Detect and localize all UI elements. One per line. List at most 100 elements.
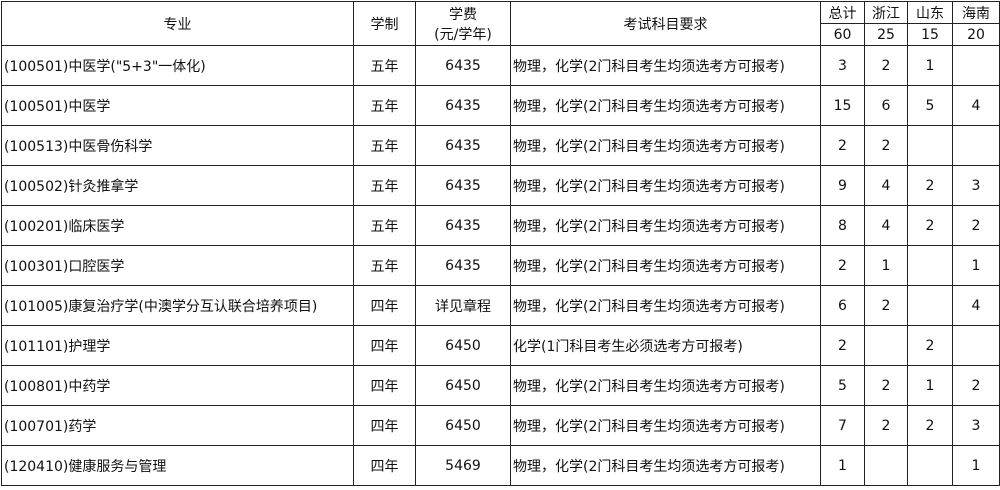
subjects-cell: 物理，化学(2门科目考生均须选考方可报考) <box>510 85 821 126</box>
fee-cell: 5469 <box>415 445 511 486</box>
shandong-cell <box>907 125 953 166</box>
table-row: (100513)中医骨伤科学 五年 6435 物理，化学(2门科目考生均须选考方可报考… <box>1 125 1000 166</box>
hainan-cell: 2 <box>952 205 1000 246</box>
zhejiang-cell: 4 <box>864 205 908 246</box>
duration-cell: 五年 <box>353 245 416 286</box>
table-row: (120410)健康服务与管理 四年 5469 物理，化学(2门科目考生均须选考方可报… <box>1 445 1000 486</box>
duration-cell: 五年 <box>353 205 416 246</box>
shandong-cell: 5 <box>907 85 953 126</box>
table-row: (100801)中药学 四年 6450 物理，化学(2门科目考生均须选考方可报考) 5 2… <box>1 365 1000 406</box>
subjects-cell: 化学(1门科目考生必须选考方可报考) <box>510 325 821 366</box>
major-cell: (100501)中医学 <box>1 85 354 126</box>
major-cell: (101005)康复治疗学(中澳学分互认联合培养项目) <box>1 285 354 326</box>
zhejiang-cell: 1 <box>864 245 908 286</box>
total-cell: 2 <box>820 245 865 286</box>
header-duration: 学制 <box>353 1 416 46</box>
table-row: (100301)口腔医学 五年 6435 物理，化学(2门科目考生均须选考方可报考) 2… <box>1 245 1000 286</box>
hainan-cell: 1 <box>952 445 1000 486</box>
total-cell: 7 <box>820 405 865 446</box>
shandong-cell: 2 <box>907 165 953 206</box>
hainan-cell <box>952 45 1000 86</box>
total-cell: 2 <box>820 125 865 166</box>
table-row: (100201)临床医学 五年 6435 物理，化学(2门科目考生均须选考方可报考) 8… <box>1 205 1000 246</box>
major-cell: (100501)中医学("5+3"一体化) <box>1 45 354 86</box>
fee-cell: 6435 <box>415 125 511 166</box>
table-row: (100701)药学 四年 6450 物理，化学(2门科目考生均须选考方可报考) 7 2 2… <box>1 405 1000 446</box>
total-cell: 1 <box>820 445 865 486</box>
hainan-cell: 4 <box>952 85 1000 126</box>
major-cell: (100513)中医骨伤科学 <box>1 125 354 166</box>
header-subjects: 考试科目要求 <box>510 1 821 46</box>
header-shandong: 山东 <box>907 1 953 24</box>
subjects-cell: 物理，化学(2门科目考生均须选考方可报考) <box>510 405 821 446</box>
hainan-quota: 20 <box>952 23 1000 46</box>
fee-cell: 6435 <box>415 205 511 246</box>
duration-cell: 五年 <box>353 125 416 166</box>
fee-cell: 6435 <box>415 245 511 286</box>
major-cell: (100301)口腔医学 <box>1 245 354 286</box>
fee-cell: 6435 <box>415 45 511 86</box>
shandong-cell <box>907 245 953 286</box>
zhejiang-cell: 2 <box>864 365 908 406</box>
total-cell: 6 <box>820 285 865 326</box>
total-quota: 60 <box>820 23 865 46</box>
major-cell: (100701)药学 <box>1 405 354 446</box>
subjects-cell: 物理，化学(2门科目考生均须选考方可报考) <box>510 285 821 326</box>
major-cell: (100801)中药学 <box>1 365 354 406</box>
duration-cell: 五年 <box>353 85 416 126</box>
header-total: 总计 <box>820 1 865 24</box>
subjects-cell: 物理，化学(2门科目考生均须选考方可报考) <box>510 45 821 86</box>
header-zhejiang: 浙江 <box>864 1 908 24</box>
subjects-cell: 物理，化学(2门科目考生均须选考方可报考) <box>510 205 821 246</box>
subjects-cell: 物理，化学(2门科目考生均须选考方可报考) <box>510 445 821 486</box>
table-row: (100501)中医学("5+3"一体化) 五年 6435 物理，化学(2门科目考生均… <box>1 45 1000 86</box>
shandong-cell: 2 <box>907 405 953 446</box>
duration-cell: 四年 <box>353 285 416 326</box>
shandong-quota: 15 <box>907 23 953 46</box>
duration-cell: 五年 <box>353 165 416 206</box>
duration-cell: 四年 <box>353 325 416 366</box>
fee-cell: 6435 <box>415 85 511 126</box>
hainan-cell: 3 <box>952 405 1000 446</box>
total-cell: 9 <box>820 165 865 206</box>
duration-cell: 五年 <box>353 45 416 86</box>
duration-cell: 四年 <box>353 365 416 406</box>
subjects-cell: 物理，化学(2门科目考生均须选考方可报考) <box>510 125 821 166</box>
zhejiang-cell: 2 <box>864 285 908 326</box>
duration-cell: 四年 <box>353 445 416 486</box>
total-cell: 3 <box>820 45 865 86</box>
total-cell: 15 <box>820 85 865 126</box>
table-row: (100502)针灸推拿学 五年 6435 物理，化学(2门科目考生均须选考方可报考)… <box>1 165 1000 206</box>
fee-cell: 6450 <box>415 405 511 446</box>
total-cell: 2 <box>820 325 865 366</box>
header-fee: 学费 (元/学年) <box>415 1 511 46</box>
shandong-cell: 1 <box>907 365 953 406</box>
shandong-cell: 1 <box>907 45 953 86</box>
zhejiang-quota: 25 <box>864 23 908 46</box>
fee-cell: 6450 <box>415 325 511 366</box>
shandong-cell <box>907 285 953 326</box>
header-hainan: 海南 <box>952 1 1000 24</box>
major-cell: (120410)健康服务与管理 <box>1 445 354 486</box>
duration-cell: 四年 <box>353 405 416 446</box>
shandong-cell: 2 <box>907 205 953 246</box>
total-cell: 8 <box>820 205 865 246</box>
hainan-cell: 4 <box>952 285 1000 326</box>
hainan-cell: 3 <box>952 165 1000 206</box>
table-row: (101101)护理学 四年 6450 化学(1门科目考生必须选考方可报考) 2 2 <box>1 325 1000 366</box>
header-major: 专业 <box>1 1 354 46</box>
subjects-cell: 物理，化学(2门科目考生均须选考方可报考) <box>510 245 821 286</box>
header-fee-line1: 学费 <box>449 6 477 23</box>
zhejiang-cell <box>864 325 908 366</box>
subjects-cell: 物理，化学(2门科目考生均须选考方可报考) <box>510 365 821 406</box>
zhejiang-cell <box>864 445 908 486</box>
subjects-cell: 物理，化学(2门科目考生均须选考方可报考) <box>510 165 821 206</box>
major-cell: (101101)护理学 <box>1 325 354 366</box>
fee-cell: 详见章程 <box>415 285 511 326</box>
zhejiang-cell: 2 <box>864 405 908 446</box>
table-row: (100501)中医学 五年 6435 物理，化学(2门科目考生均须选考方可报考) 15… <box>1 85 1000 126</box>
fee-cell: 6450 <box>415 365 511 406</box>
table-row: (101005)康复治疗学(中澳学分互认联合培养项目) 四年 详见章程 物理，化学(2… <box>1 285 1000 326</box>
zhejiang-cell: 2 <box>864 125 908 166</box>
